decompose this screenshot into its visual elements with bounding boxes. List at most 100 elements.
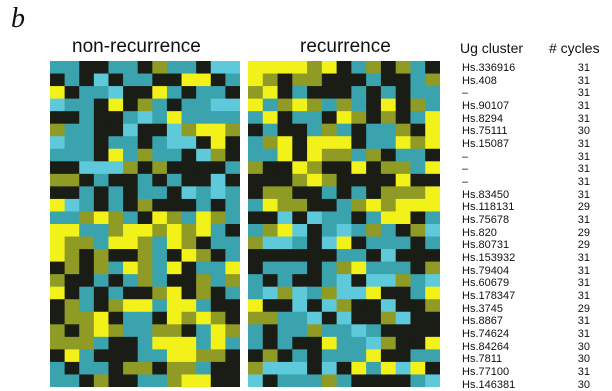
heatmap-cell bbox=[181, 161, 197, 175]
heatmap-cell bbox=[137, 123, 153, 137]
heatmap-cell bbox=[196, 211, 212, 225]
heatmap-cell bbox=[277, 299, 293, 313]
row-cluster-label: Hs.408 bbox=[462, 75, 497, 87]
heatmap-cell bbox=[196, 336, 212, 350]
row-cycles-value: 31 bbox=[577, 265, 590, 277]
row-cluster-label: – bbox=[462, 176, 469, 188]
heatmap-cell bbox=[292, 249, 308, 263]
heatmap-cell bbox=[410, 136, 426, 150]
heatmap-cell bbox=[152, 123, 168, 137]
heatmap-cell bbox=[123, 274, 139, 288]
heatmap-cell bbox=[410, 224, 426, 238]
heatmap-cell bbox=[64, 61, 80, 75]
heatmap-cell bbox=[123, 73, 139, 87]
heatmap-cell bbox=[108, 349, 124, 363]
heatmap-cell bbox=[137, 336, 153, 350]
heatmap-cell bbox=[225, 336, 240, 350]
heatmap-cell bbox=[210, 324, 226, 338]
heatmap-cell bbox=[108, 123, 124, 137]
heatmap-cell bbox=[181, 198, 197, 212]
row-cluster-label: Hs.77100 bbox=[462, 366, 510, 378]
heatmap-cell bbox=[152, 224, 168, 238]
heatmap-cell bbox=[64, 148, 80, 162]
heatmap-cell bbox=[248, 349, 264, 363]
heatmap-cell bbox=[210, 136, 226, 150]
heatmap-cell bbox=[79, 224, 95, 238]
heatmap-cell bbox=[166, 311, 183, 325]
heatmap-cell bbox=[262, 198, 279, 212]
heatmap-cell bbox=[225, 361, 240, 375]
heatmap-cell bbox=[50, 324, 66, 338]
heatmap-cell bbox=[196, 123, 212, 137]
heatmap-cell bbox=[262, 299, 279, 313]
heatmap-cell bbox=[351, 73, 367, 87]
heatmap-cell bbox=[380, 98, 397, 112]
heatmap-cell bbox=[79, 161, 95, 175]
heatmap-cell bbox=[351, 148, 367, 162]
heatmap-cell bbox=[137, 211, 153, 225]
heatmap-cell bbox=[307, 236, 323, 250]
row-cycles-value: 31 bbox=[577, 189, 590, 201]
heatmap-cell bbox=[425, 274, 440, 288]
heatmap-cell bbox=[262, 186, 279, 200]
heatmap-cell bbox=[262, 98, 279, 112]
heatmap-cell bbox=[292, 236, 308, 250]
heatmap-cell bbox=[307, 198, 323, 212]
heatmap-cell bbox=[248, 98, 264, 112]
heatmap-cell bbox=[277, 349, 293, 363]
heatmap-cell bbox=[79, 73, 95, 87]
heatmap-cell bbox=[248, 86, 264, 100]
heatmap-cell bbox=[248, 186, 264, 200]
heatmap-cell bbox=[380, 111, 397, 125]
heatmap-cell bbox=[93, 236, 109, 250]
row-cluster-label: Hs.336916 bbox=[462, 62, 516, 74]
heatmap-cell bbox=[196, 136, 212, 150]
heatmap-cell bbox=[93, 286, 109, 300]
heatmap-cell bbox=[366, 286, 382, 300]
heatmap-cell bbox=[152, 161, 168, 175]
heatmap-cell bbox=[108, 249, 124, 263]
heatmap-cell bbox=[277, 86, 293, 100]
heatmap-cell bbox=[50, 136, 66, 150]
heatmap-cell bbox=[336, 161, 352, 175]
heatmap-cell bbox=[196, 186, 212, 200]
heatmap-cell bbox=[307, 186, 323, 200]
heatmap-cell bbox=[380, 86, 397, 100]
heatmap-cell bbox=[351, 136, 367, 150]
heatmap-cell bbox=[292, 286, 308, 300]
heatmap-cell bbox=[366, 311, 382, 325]
heatmap-cell bbox=[64, 86, 80, 100]
heatmap-cell bbox=[50, 173, 66, 187]
heatmap-cell bbox=[410, 361, 426, 375]
heatmap-cell bbox=[166, 324, 183, 338]
heatmap-cell bbox=[152, 286, 168, 300]
heatmap-cell bbox=[336, 73, 352, 87]
heatmap-cell bbox=[321, 123, 338, 137]
heatmap-cell bbox=[351, 336, 367, 350]
heatmap-cell bbox=[262, 111, 279, 125]
heatmap-cell bbox=[351, 236, 367, 250]
heatmap-cell bbox=[210, 274, 226, 288]
heatmap-cell bbox=[307, 311, 323, 325]
heatmap-cell bbox=[262, 73, 279, 87]
heatmap-cell bbox=[395, 123, 411, 137]
heatmap-cell bbox=[137, 274, 153, 288]
heatmap-cell bbox=[277, 311, 293, 325]
heatmap-cell bbox=[108, 299, 124, 313]
heatmap-cell bbox=[380, 186, 397, 200]
heatmap-cell bbox=[380, 324, 397, 338]
heatmap-cell bbox=[123, 286, 139, 300]
row-cluster-label: Hs.80731 bbox=[462, 239, 510, 251]
heatmap-cell bbox=[248, 148, 264, 162]
heatmap-cell bbox=[152, 136, 168, 150]
heatmap-cell bbox=[380, 211, 397, 225]
heatmap-cell bbox=[307, 249, 323, 263]
heatmap-cell bbox=[321, 98, 338, 112]
row-cycles-value: 29 bbox=[577, 303, 590, 315]
heatmap-cell bbox=[336, 374, 352, 387]
heatmap-cell bbox=[292, 136, 308, 150]
heatmap-cell bbox=[395, 61, 411, 75]
heatmap-cell bbox=[366, 198, 382, 212]
heatmap-cell bbox=[210, 123, 226, 137]
heatmap-cell bbox=[366, 299, 382, 313]
